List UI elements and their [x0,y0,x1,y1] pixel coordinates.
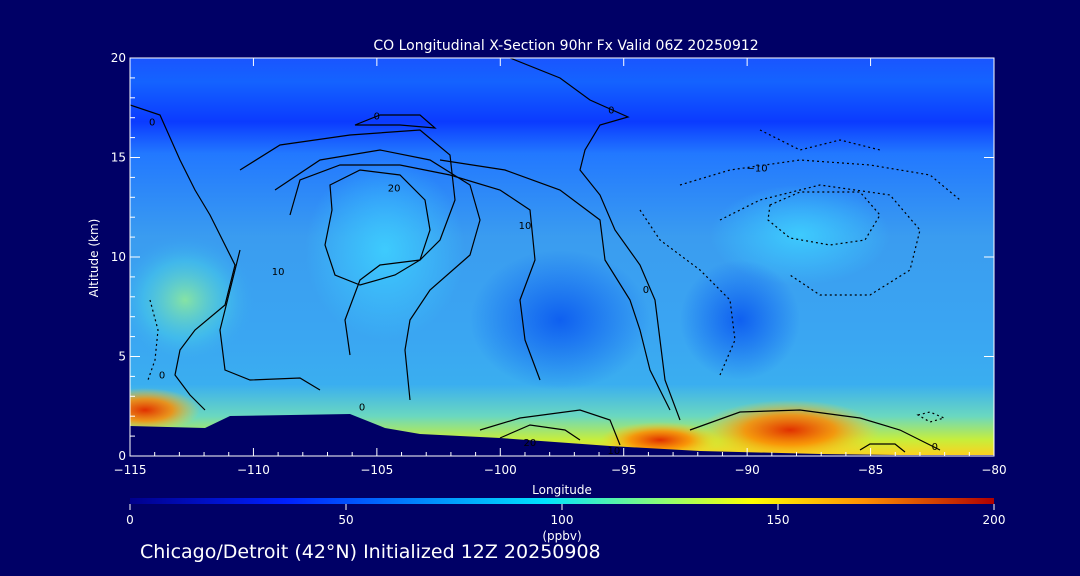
contour-label: 0 [374,112,380,123]
contour-label: −10 [746,163,767,174]
contour-label: 0 [149,118,155,129]
colorbar-tick-label: 200 [983,513,1006,527]
x-axis-label: Longitude [532,483,592,497]
negative-contours [147,129,961,423]
y-tick-label: 10 [111,250,126,264]
contour-label: 10 [607,446,620,457]
x-tick-label: −85 [858,463,883,477]
colorbar-ticks: 0 50 100 150 200 [126,504,1005,527]
contour-label: 20 [388,183,401,194]
y-tick-label: 20 [111,51,126,65]
x-tick-label: −100 [484,463,517,477]
contour-label: 0 [643,285,649,296]
contour-label: 20 [524,438,537,449]
chart-title: CO Longitudinal X-Section 90hr Fx Valid … [373,38,758,54]
x-tick-label: −90 [734,463,759,477]
contour-label: 10 [519,221,532,232]
contour-label: 10 [272,267,285,278]
contour-label: 0 [608,106,614,117]
colorbar-tick-label: 0 [126,513,134,527]
contour-label: 0 [159,370,165,381]
contour-labels: 0 0 0 20 10 10 0 0 0 −10 20 10 0 [149,106,938,457]
footer-init-label: Chicago/Detroit (42°N) Initialized 12Z 2… [140,541,601,563]
x-tick-label: −110 [237,463,270,477]
contour-lines [130,58,941,453]
x-tick-label: −80 [981,463,1006,477]
concentration-field [130,58,994,456]
y-tick-label: 15 [111,151,126,165]
contour-label: 0 [932,442,938,453]
x-tick-label: −105 [360,463,393,477]
terrain [130,414,994,456]
contour-label: 0 [359,402,365,413]
y-axis-label: Altitude (km) [87,219,101,298]
y-tick-label: 0 [118,449,126,463]
x-tick-label: −115 [114,463,147,477]
colorbar-tick-label: 100 [551,513,574,527]
colorbar [130,498,994,504]
x-tick-label: −95 [611,463,636,477]
y-tick-label: 5 [118,350,126,364]
colorbar-tick-label: 150 [767,513,790,527]
colorbar-unit-label: (ppbv) [542,529,581,543]
colorbar-tick-label: 50 [338,513,353,527]
